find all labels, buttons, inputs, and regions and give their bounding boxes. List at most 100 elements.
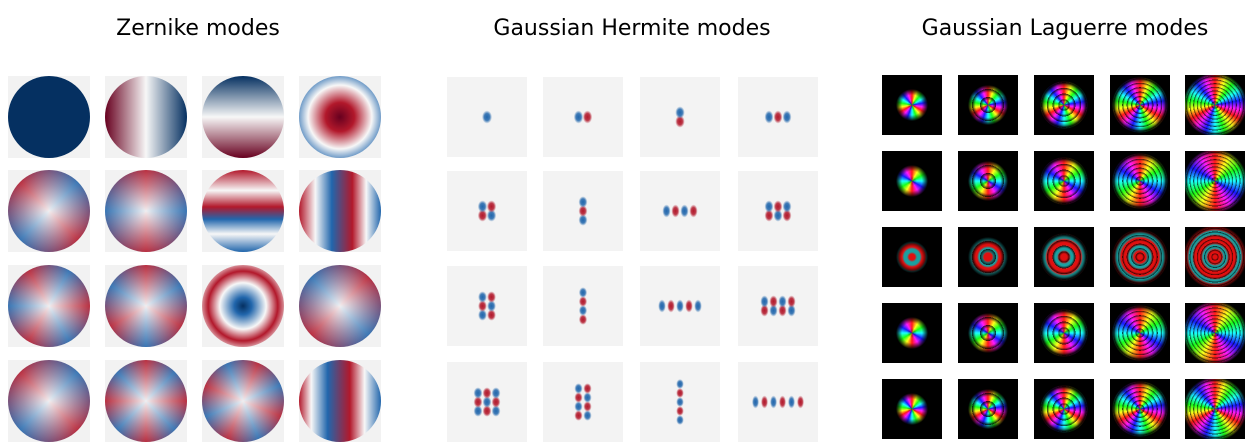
hermite-mode [543, 171, 623, 251]
zernike-mode [8, 76, 90, 158]
zernike-disc [299, 76, 381, 158]
zernike-disc [202, 360, 284, 442]
panel-title: Gaussian Hermite modes [493, 16, 771, 41]
hermite-lobes [640, 266, 720, 346]
laguerre-envelope [958, 227, 1018, 287]
laguerre-envelope [1034, 227, 1094, 287]
zernike-disc [8, 265, 90, 347]
laguerre-envelope [1110, 303, 1170, 363]
laguerre-mode [1185, 379, 1245, 439]
zernike-mode [8, 170, 90, 252]
hermite-lobes [738, 266, 818, 346]
laguerre-mode [882, 379, 942, 439]
laguerre-mode [1185, 75, 1245, 135]
zernike-mode [202, 170, 284, 252]
laguerre-mode [1110, 75, 1170, 135]
hermite-lobes [543, 266, 623, 346]
hermite-mode [640, 171, 720, 251]
laguerre-mode [1034, 75, 1094, 135]
zernike-mode [8, 265, 90, 347]
hermite-lobes [543, 171, 623, 251]
hermite-lobes [738, 362, 818, 442]
laguerre-mode [958, 303, 1018, 363]
zernike-mode [299, 76, 381, 158]
laguerre-mode [1034, 303, 1094, 363]
laguerre-mode [1110, 227, 1170, 287]
laguerre-mode [882, 227, 942, 287]
laguerre-envelope [1185, 151, 1245, 211]
laguerre-mode [1110, 303, 1170, 363]
zernike-disc [299, 170, 381, 252]
laguerre-mode [1185, 151, 1245, 211]
zernike-mode [105, 76, 187, 158]
laguerre-envelope [1034, 75, 1094, 135]
zernike-mode [299, 360, 381, 442]
zernike-mode [202, 76, 284, 158]
hermite-lobes [447, 171, 527, 251]
zernike-disc [8, 76, 90, 158]
laguerre-envelope [958, 379, 1018, 439]
hermite-mode [447, 171, 527, 251]
hermite-mode [738, 362, 818, 442]
laguerre-mode [1110, 379, 1170, 439]
laguerre-mode [1034, 227, 1094, 287]
laguerre-envelope [958, 151, 1018, 211]
laguerre-mode [882, 151, 942, 211]
laguerre-mode [1110, 151, 1170, 211]
laguerre-mode [958, 75, 1018, 135]
laguerre-mode [882, 303, 942, 363]
laguerre-envelope [1110, 227, 1170, 287]
panel-title: Gaussian Laguerre modes [921, 16, 1209, 41]
laguerre-mode [958, 227, 1018, 287]
hermite-mode [543, 77, 623, 157]
panel-title: Zernike modes [116, 16, 280, 41]
hermite-mode [738, 171, 818, 251]
laguerre-envelope [1185, 379, 1245, 439]
hermite-mode [640, 362, 720, 442]
laguerre-envelope [958, 75, 1018, 135]
zernike-disc [299, 265, 381, 347]
hermite-lobes [738, 77, 818, 157]
zernike-mode [299, 170, 381, 252]
hermite-mode [738, 77, 818, 157]
laguerre-envelope [1034, 303, 1094, 363]
laguerre-envelope [882, 303, 942, 363]
laguerre-envelope [1185, 75, 1245, 135]
zernike-disc [105, 76, 187, 158]
zernike-mode [105, 170, 187, 252]
zernike-mode [299, 265, 381, 347]
hermite-lobes [640, 362, 720, 442]
zernike-mode [105, 265, 187, 347]
hermite-mode [738, 266, 818, 346]
laguerre-mode [1185, 303, 1245, 363]
zernike-mode [202, 265, 284, 347]
zernike-disc [202, 170, 284, 252]
laguerre-envelope [882, 75, 942, 135]
laguerre-envelope [1110, 379, 1170, 439]
hermite-mode [447, 362, 527, 442]
hermite-mode [447, 266, 527, 346]
zernike-disc [105, 360, 187, 442]
hermite-mode [543, 266, 623, 346]
zernike-mode [8, 360, 90, 442]
laguerre-envelope [1034, 151, 1094, 211]
hermite-lobes [447, 362, 527, 442]
zernike-disc [8, 170, 90, 252]
zernike-disc [105, 170, 187, 252]
laguerre-mode [1034, 151, 1094, 211]
laguerre-envelope [882, 227, 942, 287]
hermite-lobes [640, 77, 720, 157]
laguerre-envelope [958, 303, 1018, 363]
zernike-disc [299, 360, 381, 442]
hermite-mode [640, 77, 720, 157]
zernike-disc [202, 76, 284, 158]
laguerre-mode [882, 75, 942, 135]
laguerre-envelope [1110, 151, 1170, 211]
hermite-lobes [640, 171, 720, 251]
laguerre-envelope [1185, 303, 1245, 363]
zernike-disc [202, 265, 284, 347]
laguerre-mode [958, 379, 1018, 439]
zernike-disc [8, 360, 90, 442]
zernike-mode [202, 360, 284, 442]
